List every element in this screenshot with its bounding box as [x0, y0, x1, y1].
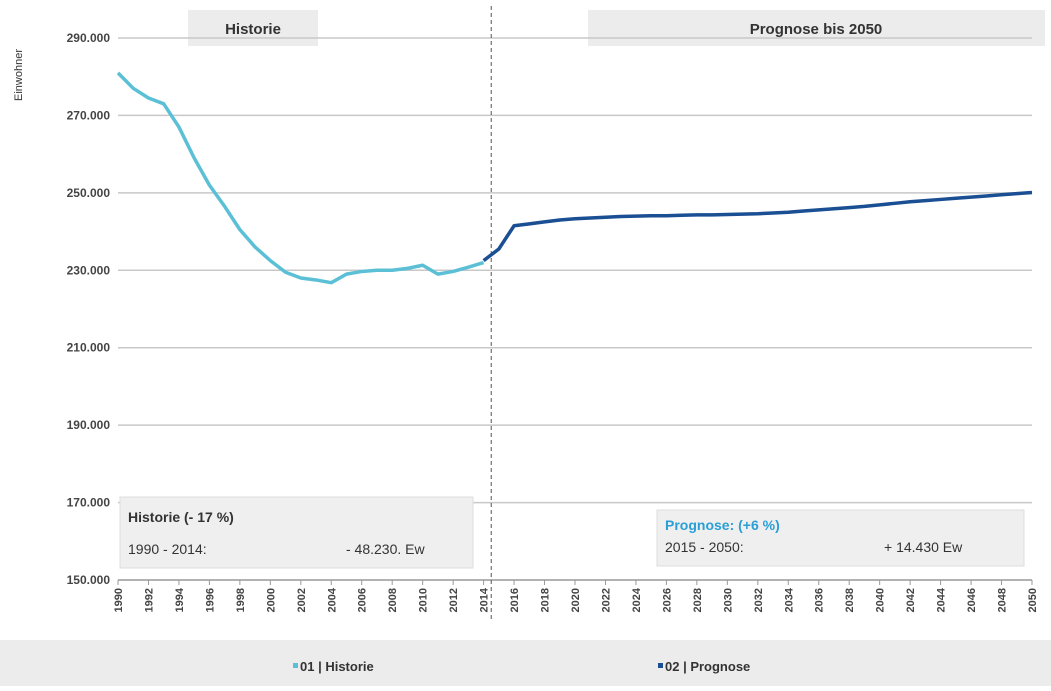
legend-swatch	[658, 663, 663, 668]
x-tick-label: 2004	[326, 587, 338, 612]
annotation-title: Prognose: (+6 %)	[665, 517, 780, 533]
annotation-title: Historie (- 17 %)	[128, 509, 234, 525]
x-tick-label: 2030	[722, 588, 734, 612]
x-tick-label: 2010	[418, 588, 430, 612]
x-tick-label: 1996	[204, 588, 216, 612]
x-tick-label: 2002	[296, 588, 308, 612]
x-tick-label: 2038	[844, 588, 856, 612]
x-tick-label: 2028	[692, 588, 704, 612]
x-tick-label: 2014	[479, 587, 491, 612]
annotation-period: 1990 - 2014:	[128, 541, 207, 557]
y-tick-label: 290.000	[67, 31, 111, 45]
x-tick-label: 2018	[540, 588, 552, 612]
y-tick-label: 150.000	[67, 573, 111, 587]
x-tick-label: 1998	[235, 588, 247, 612]
header-right: Prognose bis 2050	[750, 21, 883, 38]
x-tick-label: 2024	[631, 587, 643, 612]
x-tick-label: 2044	[936, 587, 948, 612]
legend-label: 01 | Historie	[300, 659, 374, 674]
y-tick-label: 190.000	[67, 418, 111, 432]
x-tick-label: 2036	[814, 588, 826, 612]
x-tick-label: 2050	[1027, 588, 1039, 612]
x-tick-label: 2032	[753, 588, 765, 612]
x-tick-label: 2034	[783, 587, 795, 612]
y-tick-label: 270.000	[67, 108, 111, 122]
x-tick-label: 2008	[387, 588, 399, 612]
x-tick-label: 2020	[570, 588, 582, 612]
annotation-box	[656, 509, 1025, 567]
y-tick-label: 210.000	[67, 341, 111, 355]
annotation-change: - 48.230. Ew	[346, 541, 425, 557]
x-tick-label: 2048	[997, 588, 1009, 612]
x-tick-label: 2000	[265, 588, 277, 612]
x-tick-label: 1994	[174, 587, 186, 612]
annotation-box	[119, 496, 474, 569]
annotation-change: + 14.430 Ew	[884, 539, 963, 555]
y-tick-label: 170.000	[67, 496, 111, 510]
x-tick-label: 2042	[905, 588, 917, 612]
x-tick-label: 2046	[966, 588, 978, 612]
series-line	[482, 190, 1033, 262]
y-tick-label: 230.000	[67, 263, 111, 277]
x-tick-label: 2016	[509, 588, 521, 612]
x-tick-label: 2012	[448, 588, 460, 612]
annotation-period: 2015 - 2050:	[665, 539, 744, 555]
series-line	[116, 71, 485, 285]
header-box	[588, 10, 1045, 46]
x-tick-label: 2006	[357, 588, 369, 612]
header-box	[188, 10, 318, 46]
x-tick-label: 2026	[661, 588, 673, 612]
x-tick-label: 2022	[600, 588, 612, 612]
header-left: Historie	[225, 21, 281, 38]
x-tick-label: 1990	[113, 588, 125, 612]
x-tick-label: 1992	[143, 588, 155, 612]
x-tick-label: 2040	[875, 588, 887, 612]
y-tick-label: 250.000	[67, 186, 111, 200]
legend-label: 02 | Prognose	[665, 659, 750, 674]
legend-swatch	[293, 663, 298, 668]
y-axis-label: Einwohner	[13, 49, 25, 101]
legend-bar	[0, 640, 1051, 686]
